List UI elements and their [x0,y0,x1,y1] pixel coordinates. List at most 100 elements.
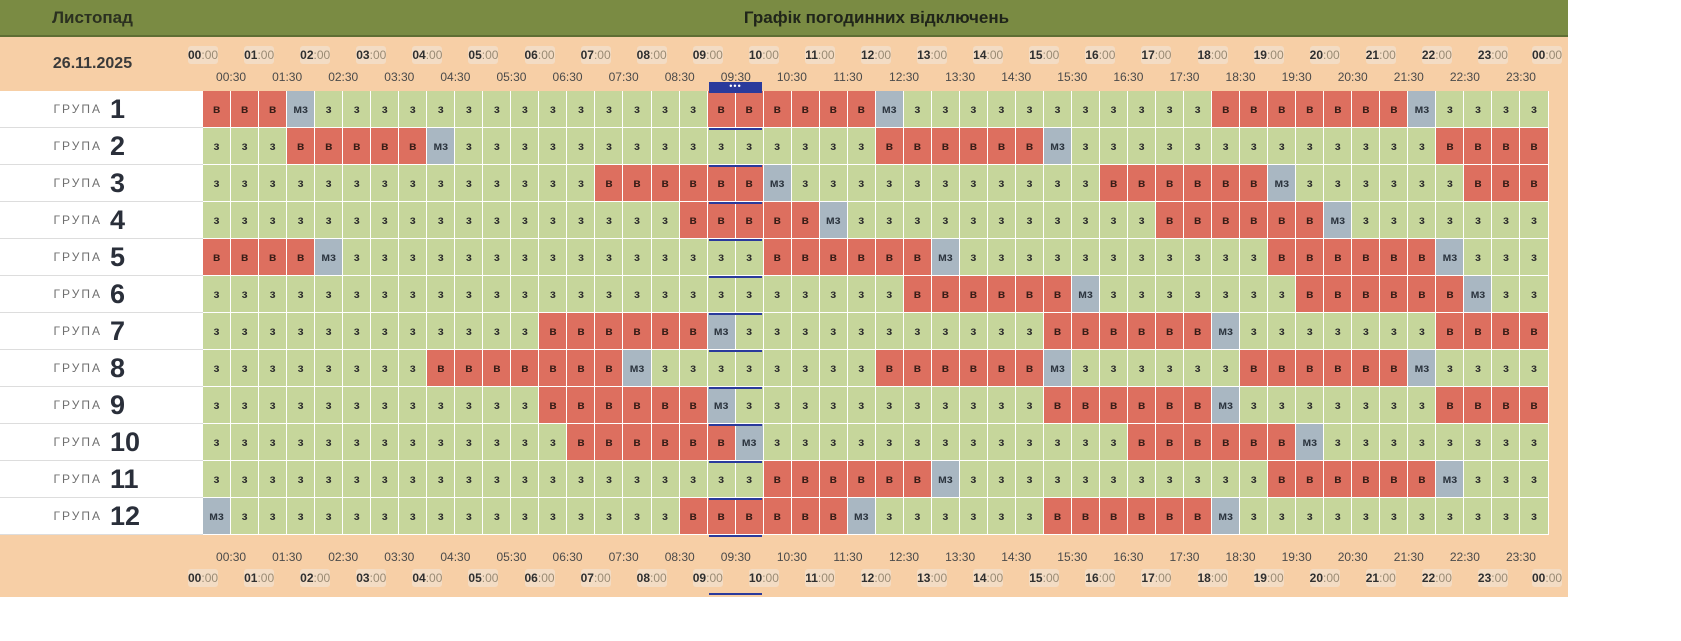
schedule-cell: з [1464,461,1493,498]
half-hour-tick-label: 04:30 [440,550,471,564]
schedule-cell: в [1128,498,1157,535]
hour-tick-label: 19:00 [1253,46,1284,64]
schedule-cell: з [1268,313,1297,350]
schedule-cell: в [791,91,820,128]
group-label: ГРУПА 8 [0,350,203,387]
schedule-cell: в [1520,165,1549,202]
schedule-cell: з [1408,128,1437,165]
hour-tick-label: 23:00 [1477,569,1508,587]
schedule-cell: в [679,498,708,535]
group-label: ГРУПА 12 [0,498,203,535]
schedule-cell: з [511,128,540,165]
schedule-cell: з [1324,128,1353,165]
schedule-cell: з [791,350,820,387]
schedule-cell: з [259,276,288,313]
schedule-cell: в [987,276,1016,313]
schedule-cell: в [1240,424,1269,461]
schedule-cell: з [203,165,232,202]
schedule-cell: в [1212,424,1241,461]
schedule-cell: мз [427,128,456,165]
half-hour-tick-label: 11:30 [833,550,863,564]
schedule-cell: з [315,350,344,387]
schedule-cell: в [1492,313,1521,350]
schedule-cell: в [1100,387,1129,424]
schedule-cell: з [959,387,988,424]
schedule-cell: з [1184,91,1213,128]
schedule-cell: з [1184,128,1213,165]
hour-tick-label: 04:00 [412,569,443,587]
schedule-cell: з [1352,498,1381,535]
schedule-cell: в [1380,91,1409,128]
schedule-cell: з [399,239,428,276]
schedule-cell: з [427,165,456,202]
schedule-cell: в [595,313,624,350]
schedule-cell: в [1268,424,1297,461]
schedule-cell: з [1436,91,1465,128]
schedule-cell: в [1296,461,1325,498]
schedule-cell: з [399,461,428,498]
schedule-cell: з [931,202,960,239]
schedule-cell: в [847,461,876,498]
schedule-cell: в [455,350,484,387]
schedule-cell: в [1408,461,1437,498]
schedule-cell: з [623,239,652,276]
schedule-cell: з [1324,498,1353,535]
schedule-cell: з [623,202,652,239]
schedule-cell: з [203,313,232,350]
schedule-cell: з [455,461,484,498]
schedule-cell: з [1268,276,1297,313]
half-hour-tick-label: 20:30 [1337,70,1368,84]
schedule-cell: з [1324,313,1353,350]
schedule-cell: мз [1268,165,1297,202]
group-word: ГРУПА [53,361,102,375]
schedule-cell: з [1212,239,1241,276]
schedule-cell: в [1184,498,1213,535]
schedule-cell: з [567,91,596,128]
schedule-cell: з [1520,239,1549,276]
schedule-cell: з [427,313,456,350]
schedule-cell: з [427,424,456,461]
schedule-cell: з [623,461,652,498]
schedule-cell: з [1100,461,1129,498]
half-hour-tick-label: 02:30 [328,70,359,84]
schedule-cell: з [399,350,428,387]
schedule-cell: з [735,350,764,387]
schedule-cell: в [1296,202,1325,239]
half-hour-tick-label: 22:30 [1449,70,1480,84]
group-number: 9 [110,390,126,420]
schedule-cell: в [1324,239,1353,276]
schedule-cell: з [875,165,904,202]
schedule-cell: в [1156,313,1185,350]
schedule-cell: в [1436,387,1465,424]
schedule-cell: в [623,165,652,202]
schedule-cell: з [847,165,876,202]
schedule-cell: в [1043,387,1072,424]
schedule-cell: з [567,276,596,313]
schedule-cell: з [483,313,512,350]
schedule-cell: з [1100,91,1129,128]
schedule-cell: з [623,276,652,313]
half-hour-tick-label: 07:30 [608,550,639,564]
hour-tick-label: 07:00 [580,46,611,64]
hour-tick-label: 18:00 [1197,569,1228,587]
schedule-cell: в [371,128,400,165]
schedule-cell: з [1240,239,1269,276]
schedule-cell: з [1296,498,1325,535]
group-label: ГРУПА 5 [0,239,203,276]
schedule-cell: з [875,498,904,535]
schedule-cell: в [903,276,932,313]
schedule-cell: в [1324,91,1353,128]
schedule-cell: в [735,165,764,202]
half-hour-tick-label: 16:30 [1113,550,1144,564]
schedule-cell: з [1015,461,1044,498]
schedule-cell: з [427,91,456,128]
schedule-cell: в [231,91,260,128]
group-row: з з з з з з з з в в в в в в в мз з з з з з з з з в в в в в в мз з з з з з з в… [203,350,1549,387]
schedule-cell: в [875,239,904,276]
schedule-cell: з [371,165,400,202]
schedule-cell: з [1212,461,1241,498]
half-hour-tick-label: 09:30 [720,550,751,564]
schedule-cell: в [763,239,792,276]
hour-tick-label: 06:00 [524,569,555,587]
schedule-cell: з [1464,202,1493,239]
